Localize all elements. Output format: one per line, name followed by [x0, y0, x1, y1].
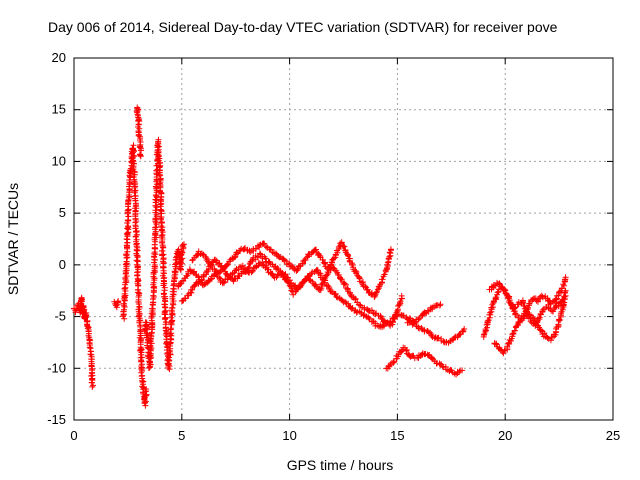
x-tick-label: 15 [390, 428, 404, 443]
y-tick-labels: -15 -10 -5 0 5 10 15 20 [47, 50, 66, 427]
plot-frame [73, 57, 614, 421]
y-tick-label: -15 [47, 412, 66, 427]
y-tick-label: 5 [59, 205, 66, 220]
chart-title: Day 006 of 2014, Sidereal Day-to-day VTE… [48, 19, 558, 35]
y-tick-label: 0 [59, 257, 66, 272]
x-tick-label: 20 [498, 428, 512, 443]
y-tick-label: 15 [52, 102, 66, 117]
x-tick-label: 25 [606, 428, 620, 443]
y-tick-label: -5 [54, 309, 66, 324]
data-points [71, 104, 569, 409]
x-tick-label: 0 [70, 428, 77, 443]
x-tick-label: 5 [178, 428, 185, 443]
series-markers [71, 104, 569, 409]
x-tick-labels: 0 5 10 15 20 25 [70, 428, 620, 443]
y-tick-label: 20 [52, 50, 66, 65]
y-tick-label: -10 [47, 360, 66, 375]
x-axis-label: GPS time / hours [287, 457, 394, 473]
y-axis-label: SDTVAR / TECUs [5, 183, 21, 295]
grid-lines [74, 58, 613, 420]
x-tick-label: 10 [282, 428, 296, 443]
y-tick-label: 10 [52, 153, 66, 168]
axis-ticks [73, 57, 614, 421]
